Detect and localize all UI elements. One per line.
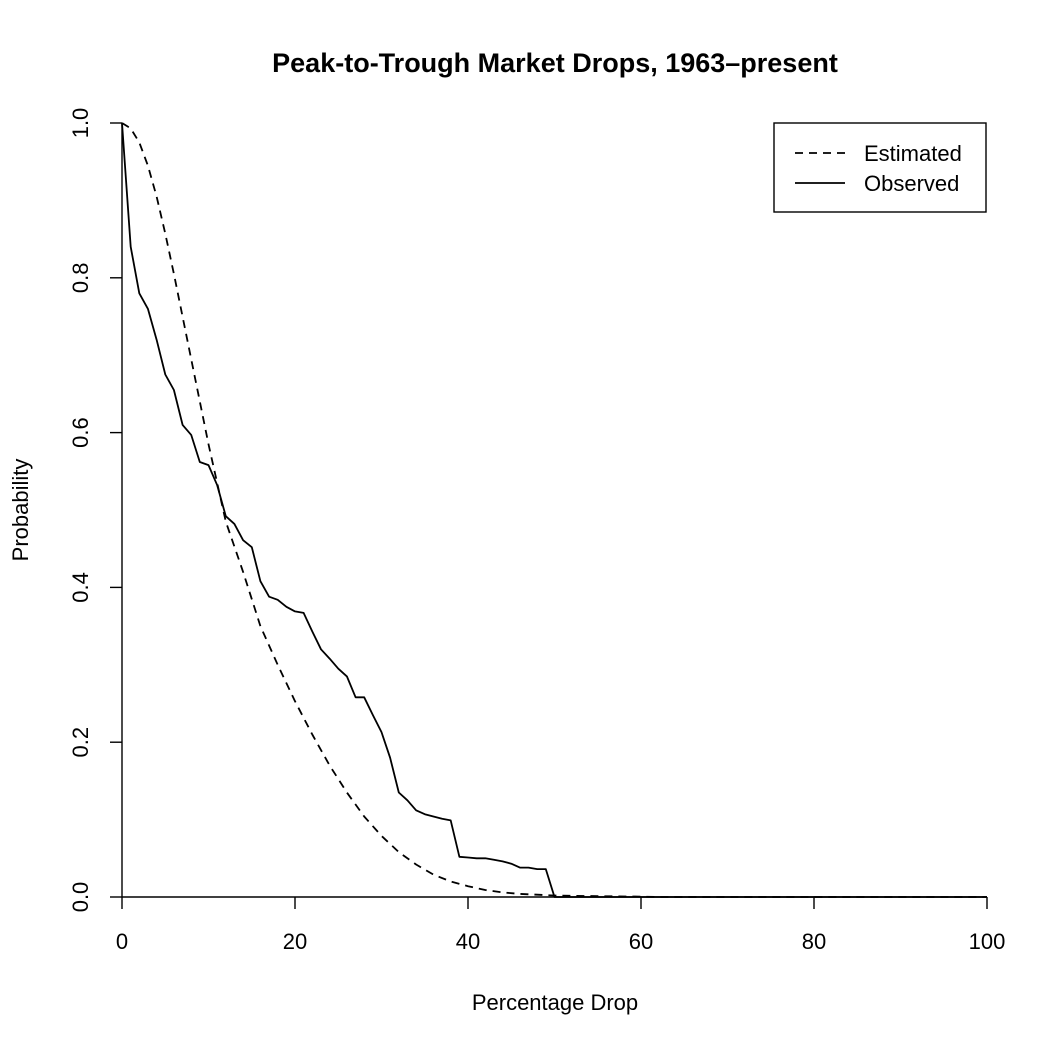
series-layer (121, 122, 987, 898)
x-tick-label: 0 (116, 929, 128, 954)
x-axis-label: Percentage Drop (472, 990, 638, 1015)
legend: Estimated Observed (773, 122, 987, 213)
x-tick-label: 20 (283, 929, 307, 954)
series-estimated-line (121, 122, 987, 898)
chart-title: Peak-to-Trough Market Drops, 1963–presen… (272, 48, 838, 78)
x-tick-label: 40 (456, 929, 480, 954)
y-tick-label: 0.6 (68, 417, 93, 448)
y-tick-label: 0.8 (68, 263, 93, 294)
x-tick-label: 100 (969, 929, 1006, 954)
x-tick-label: 80 (802, 929, 826, 954)
legend-observed-label: Observed (864, 171, 959, 196)
y-tick-label: 0.2 (68, 727, 93, 758)
y-tick-label: 1.0 (68, 108, 93, 139)
legend-estimated-label: Estimated (864, 141, 962, 166)
x-tick-label: 60 (629, 929, 653, 954)
y-tick-label: 0.4 (68, 572, 93, 603)
legend-box (773, 122, 987, 213)
series-observed-line (121, 122, 987, 898)
y-axis-label: Probability (8, 459, 33, 562)
y-ticks: 0.0 0.2 0.4 0.6 0.8 1.0 (68, 108, 122, 913)
x-ticks: 0 20 40 60 80 100 (116, 897, 1005, 954)
y-tick-label: 0.0 (68, 882, 93, 913)
axes: 0 20 40 60 80 100 0.0 0.2 0.4 0.6 0.8 1.0 (68, 108, 1005, 954)
